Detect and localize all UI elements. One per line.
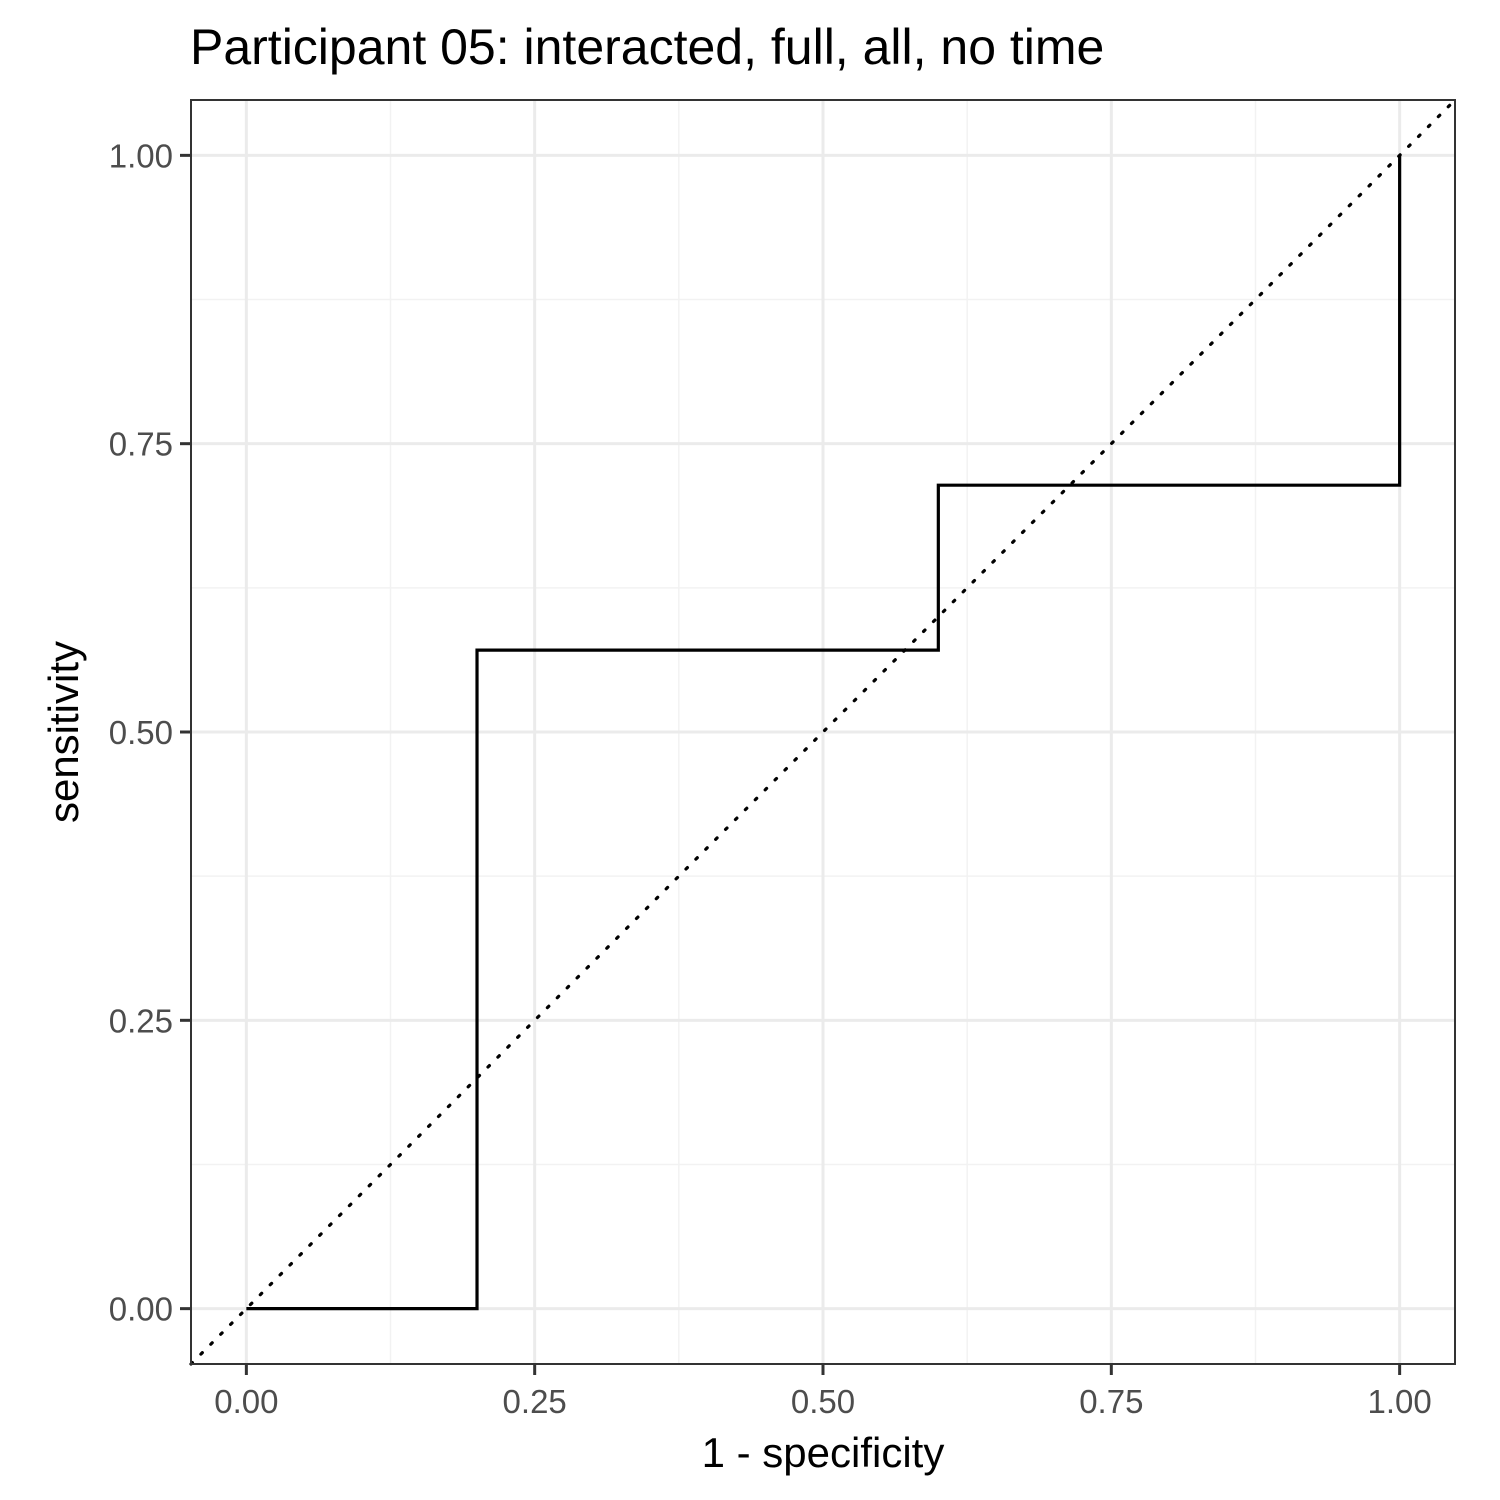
axis-layer: 0.00 0.25 0.50 0.75 1.00 0.00 0.25 0.50 0.75 1.00 — [109, 137, 1432, 1420]
y-tick-label: 0.50 — [109, 714, 173, 751]
y-tick-label: 1.00 — [109, 137, 173, 174]
grid-layer — [191, 100, 1455, 1364]
series-layer — [246, 155, 1402, 1311]
x-tick-label: 0.25 — [503, 1383, 567, 1420]
x-tick-label: 1.00 — [1368, 1383, 1432, 1420]
y-tick-label: 0.25 — [109, 1002, 173, 1039]
y-axis-title: sensitivity — [40, 641, 87, 823]
x-tick-label: 0.00 — [214, 1383, 278, 1420]
chart-title: Participant 05: interacted, full, all, n… — [190, 19, 1104, 75]
x-axis-title: 1 - specificity — [702, 1429, 945, 1476]
y-tick-label: 0.00 — [109, 1291, 173, 1328]
x-tick-label: 0.50 — [791, 1383, 855, 1420]
roc-step-line — [246, 155, 1402, 1311]
x-tick-label: 0.75 — [1079, 1383, 1143, 1420]
y-tick-label: 0.75 — [109, 426, 173, 463]
